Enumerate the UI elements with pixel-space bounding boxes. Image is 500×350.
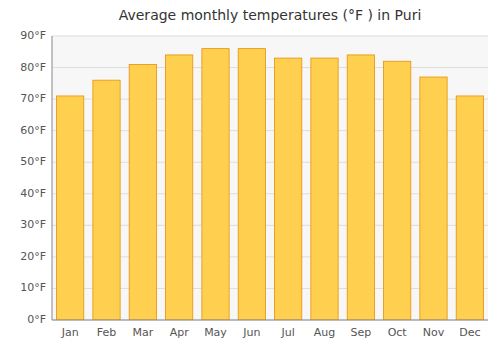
- x-axis-line: [52, 320, 488, 321]
- x-tick-label: Apr: [170, 326, 190, 339]
- grid-line: [52, 36, 488, 37]
- chart-container: 0°F 10°F 20°F 30°F 40°F 50°F 60°F 70°F 80°F 90°F J…: [0, 0, 500, 350]
- grid-line: [52, 67, 488, 68]
- y-tick-label: 20°F: [20, 250, 46, 263]
- chart: 0°F 10°F 20°F 30°F 40°F 50°F 60°F 70°F 80°F 90°F J…: [0, 0, 500, 350]
- bar: [347, 55, 374, 320]
- y-tick-label: 30°F: [20, 218, 46, 231]
- bar: [129, 64, 156, 320]
- x-tick-label: Jun: [242, 326, 260, 339]
- x-tick-label: Nov: [423, 326, 445, 339]
- x-tick-label: Dec: [459, 326, 480, 339]
- plot-background: [52, 36, 488, 320]
- x-tick-label: Aug: [314, 326, 335, 339]
- x-tick-label: Jul: [281, 326, 295, 339]
- y-tick-label: 50°F: [20, 155, 46, 168]
- y-axis-line: [52, 36, 53, 320]
- bar: [93, 80, 120, 320]
- title: Average monthly temperatures (°F ) in Pu…: [119, 7, 422, 23]
- bars: [57, 49, 484, 320]
- y-tick-label: 10°F: [20, 281, 46, 294]
- x-tick-label: Sep: [350, 326, 371, 339]
- bar: [166, 55, 193, 320]
- bar: [238, 49, 265, 320]
- y-tick-label: 70°F: [20, 92, 46, 105]
- y-tick-label: 0°F: [27, 313, 46, 326]
- y-tick-label: 60°F: [20, 124, 46, 137]
- grid-line: [52, 320, 488, 321]
- bar: [420, 77, 447, 320]
- bar: [57, 96, 84, 320]
- x-tick-label: Jan: [61, 326, 79, 339]
- x-tick-label: May: [204, 326, 227, 339]
- x-tick-label: Mar: [132, 326, 153, 339]
- bar: [456, 96, 483, 320]
- bar: [384, 61, 411, 320]
- y-tick-label: 90°F: [20, 29, 46, 42]
- y-tick-label: 40°F: [20, 187, 46, 200]
- grid: [52, 36, 488, 320]
- bar: [202, 49, 229, 320]
- bar: [311, 58, 338, 320]
- x-tick-label: Oct: [388, 326, 408, 339]
- x-tick-label: Feb: [97, 326, 116, 339]
- y-tick-label: 80°F: [20, 61, 46, 74]
- bar: [275, 58, 302, 320]
